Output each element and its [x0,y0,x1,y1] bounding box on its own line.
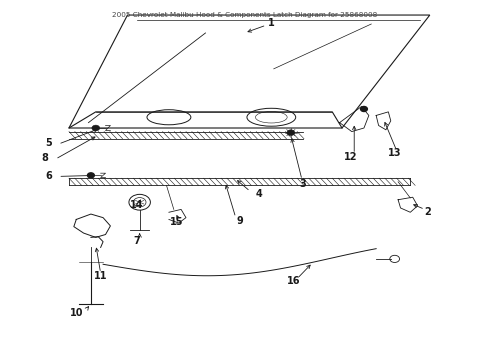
Text: 14: 14 [129,200,142,210]
Circle shape [87,173,94,178]
Text: 16: 16 [286,276,300,286]
Text: 3: 3 [299,179,306,189]
Text: 7: 7 [133,236,140,246]
Text: 10: 10 [69,308,83,318]
Circle shape [360,107,366,112]
Circle shape [92,125,100,131]
Circle shape [286,130,294,135]
Text: 4: 4 [255,189,262,199]
Text: 9: 9 [236,216,243,226]
Text: 15: 15 [169,217,183,227]
Text: 2: 2 [423,207,430,217]
Text: 6: 6 [45,171,52,181]
Text: 11: 11 [94,271,107,281]
Text: 12: 12 [344,152,357,162]
Text: 5: 5 [45,139,52,148]
Text: 1: 1 [267,18,274,28]
Text: 13: 13 [387,148,401,158]
Text: 8: 8 [41,153,48,163]
Text: 2005 Chevrolet Malibu Hood & Components Latch Diagram for 25868008: 2005 Chevrolet Malibu Hood & Components … [112,12,376,18]
